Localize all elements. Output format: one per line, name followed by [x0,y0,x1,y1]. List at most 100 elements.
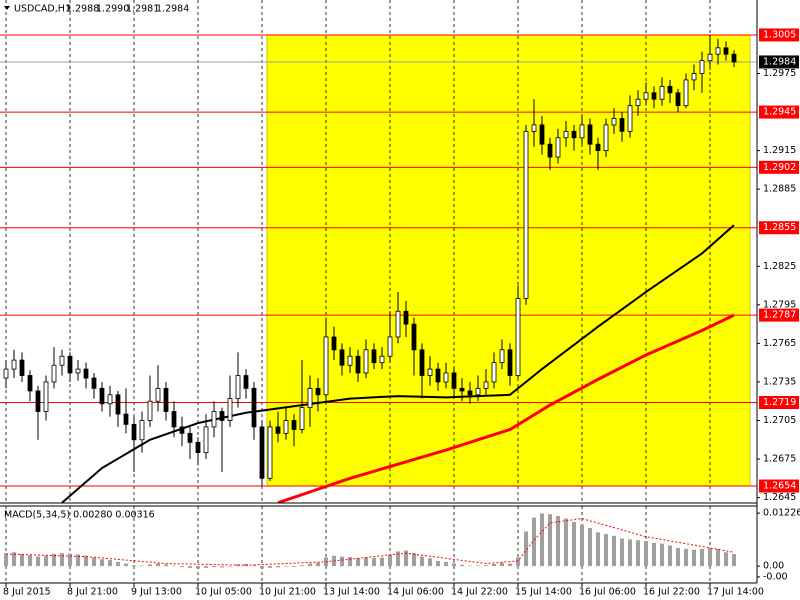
candle-body [547,143,553,158]
y-tick-label: 1.2675 [763,454,796,465]
level-label: 1.2719 [763,397,796,408]
candle-body [211,411,217,428]
macd-bar [204,566,208,568]
candle-body [699,60,705,74]
candle-body [627,105,633,132]
macd-bar [180,566,184,567]
candle-body [339,349,345,366]
macd-bar [556,515,560,567]
header-close: 1.2984 [156,4,189,15]
macd-bar [68,553,72,567]
level-label: 1.2945 [763,107,796,118]
macd-bar [292,566,296,567]
candle-body [347,355,353,366]
macd-bar [404,550,408,567]
macd-bar [524,531,528,567]
candle-body [83,368,89,379]
level-label-box [759,308,799,322]
macd-bar [628,539,632,567]
candle-body [75,368,81,374]
macd-bar [388,554,392,567]
candle-body [123,413,129,425]
x-tick-label: 15 Jul 14:00 [515,587,572,598]
candle-body [235,375,241,400]
y-tick-label: 1.2645 [763,492,796,503]
level-label: 1.2787 [763,310,796,321]
macd-bar [692,549,696,567]
candle-body [563,130,569,139]
macd-bar [508,563,512,567]
candle-body [611,118,617,126]
macd-bar [468,565,472,567]
candle-body [411,323,417,351]
candle-body [651,92,657,100]
candle-body [595,143,601,152]
macd-bar [140,565,144,567]
candle-body [387,336,393,357]
macd-bar [316,562,320,567]
candle-body [59,355,65,366]
level-label-box [759,479,799,493]
macd-bar [412,553,416,567]
macd-bar [92,557,96,567]
symbol: USDCAD,H1 [14,4,71,15]
candle-body [643,92,649,100]
candle-body [307,387,313,409]
candle-body [483,381,489,389]
x-tick-label: 8 Jul 21:00 [67,587,118,598]
macd-bar [308,563,312,567]
candle-body [731,53,737,63]
macd-bar [164,564,168,567]
macd-bar [668,545,672,567]
macd-bar [300,565,304,567]
header: USDCAD,H1 1.2988 1.2990 1.2981 1.2984 MA… [4,4,189,521]
candle-body [243,375,249,389]
candle-body [499,349,505,364]
level-label: 1.2902 [763,162,796,173]
highlight-zone [266,34,751,487]
macd-bar [260,566,264,569]
y-tick-label: 1.2825 [763,261,796,272]
candle-body [539,124,545,145]
macd-bar [44,555,48,567]
y-tick-label: 1.2915 [763,145,796,156]
candle-body [443,372,449,383]
macd-bar [460,564,464,567]
candle-body [723,47,729,55]
macd-bar [196,566,200,569]
macd-bar [148,564,152,567]
macd-bar [156,563,160,567]
candle-body [275,426,281,434]
candle-body [475,387,481,396]
candle-body [363,349,369,374]
macd-y-tick-label: -0.00 [763,571,788,582]
header-low: 1.2981 [126,4,159,15]
candle-body [675,92,681,107]
candle-body [219,411,225,421]
x-tick-label: 9 Jul 13:00 [131,587,182,598]
candle-body [395,310,401,338]
header-icon [4,6,10,10]
candle-body [707,53,713,62]
candle-body [147,400,153,421]
candle-body [131,423,137,441]
candle-body [323,336,329,396]
macd-bar [372,557,376,567]
line-series [61,224,735,503]
candle-body [603,124,609,152]
macd-bar [436,560,440,567]
macd-bar [532,517,536,567]
candle-body [227,398,233,421]
macd-bar [716,548,720,567]
candle-body [491,362,497,383]
macd-bar [660,543,664,567]
macd-bar [420,556,424,567]
last-price-label: 1.2984 [763,56,796,67]
candle-body [35,390,41,412]
macd-bar [364,557,368,567]
macd-bar [220,566,224,568]
x-tick-label: 10 Jul 05:00 [195,587,252,598]
macd-bar [636,540,640,567]
macd-bar [268,566,272,568]
